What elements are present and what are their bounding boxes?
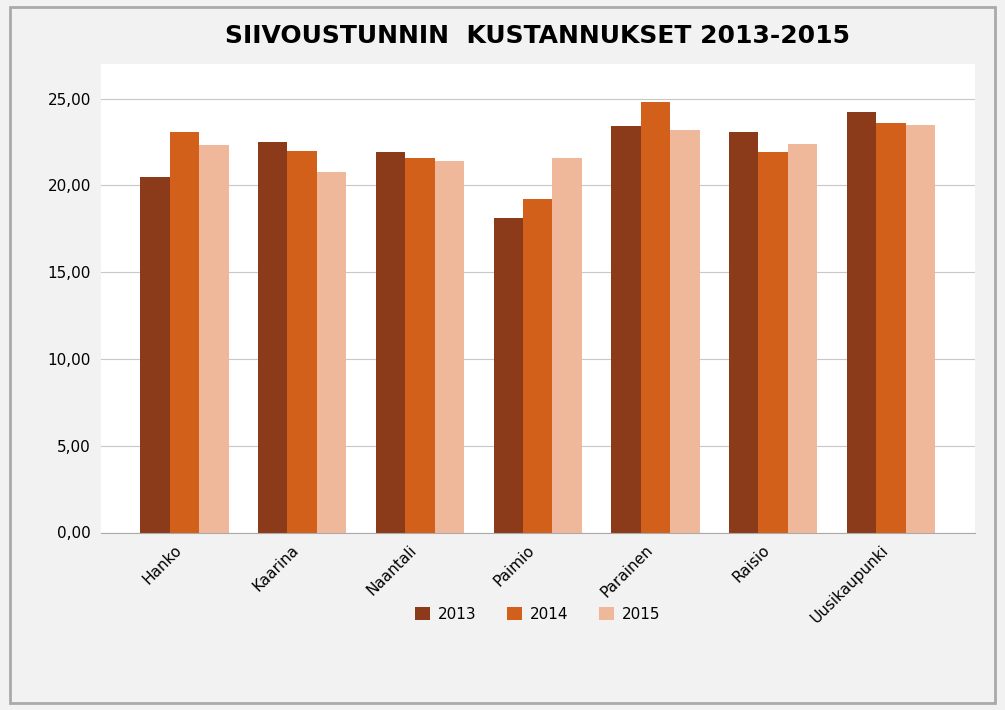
Bar [906,125,935,532]
Bar [729,131,759,532]
Bar [199,146,228,532]
Bar [141,177,170,532]
Legend: 2013, 2014, 2015: 2013, 2014, 2015 [409,601,666,628]
Bar [405,158,434,532]
Bar [317,172,347,532]
Bar [170,131,199,532]
Bar [670,130,699,532]
Title: SIIVOUSTUNNIN  KUSTANNUKSET 2013-2015: SIIVOUSTUNNIN KUSTANNUKSET 2013-2015 [225,24,850,48]
Bar [287,151,317,532]
Bar [759,153,788,532]
Bar [258,142,287,532]
Bar [611,126,641,532]
Bar [434,161,464,532]
Bar [876,123,906,532]
Bar [788,143,817,532]
Bar [493,219,523,532]
Bar [847,112,876,532]
Bar [376,153,405,532]
Bar [553,158,582,532]
Bar [523,200,553,532]
Bar [641,102,670,532]
